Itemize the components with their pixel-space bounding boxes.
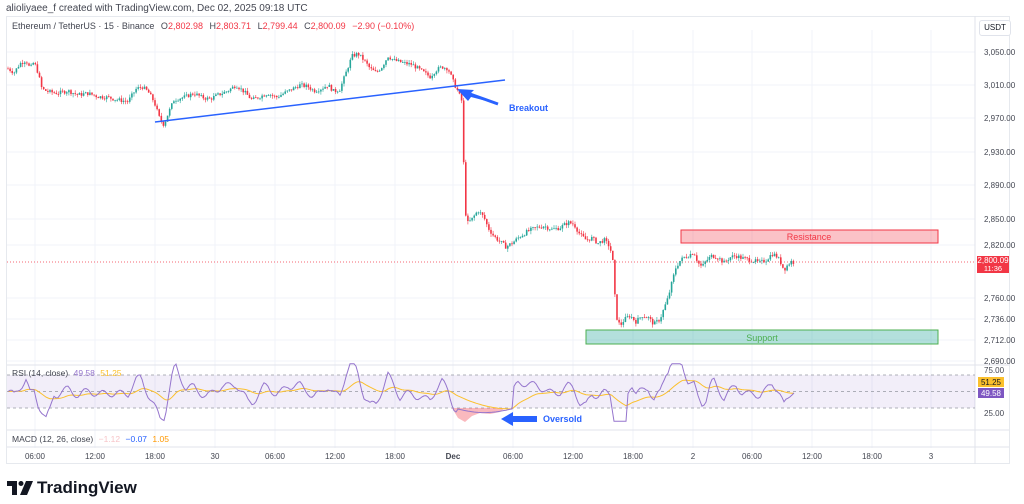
price-axis-label: 2,890.00	[984, 181, 1016, 190]
price-axis-label: 2,820.00	[984, 241, 1016, 250]
macd-signal-value: 1.05	[152, 434, 169, 444]
time-axis-label: 18:00	[623, 452, 644, 461]
time-axis-label: Dec	[446, 452, 461, 461]
rsi-value-tag-value: 49.58	[981, 389, 1002, 398]
rsi-axis-label: 25.00	[984, 409, 1005, 418]
resistance-zone[interactable]	[680, 229, 939, 244]
tradingview-logo[interactable]: TradingView	[7, 478, 137, 498]
high-label: H	[209, 21, 217, 31]
time-axis-label: 12:00	[325, 452, 346, 461]
time-axis-label: 18:00	[145, 452, 166, 461]
time-axis-label: 3	[929, 452, 934, 461]
open-label: O	[160, 21, 168, 31]
time-axis-label: 12:00	[85, 452, 106, 461]
tradingview-logo-text: TradingView	[37, 478, 137, 497]
close-label: C	[304, 21, 311, 31]
macd-legend: MACD (12, 26, close) −1.12 −0.07 1.05	[12, 434, 169, 444]
rsi-ma-tag-value: 51.25	[981, 378, 1002, 387]
attribution-text: alioliyaee_f created with TradingView.co…	[6, 3, 308, 14]
oversold-arrow-icon	[501, 412, 537, 426]
rsi-ma-value: 51.25	[100, 368, 122, 378]
bar-countdown: 11:36	[984, 264, 1002, 273]
chart-frame	[6, 16, 1010, 464]
time-axis-label: 06:00	[503, 452, 524, 461]
breakout-arrow-icon	[457, 89, 498, 104]
oversold-fill	[452, 408, 505, 422]
rsi-axis-label: 75.00	[984, 366, 1005, 375]
macd-label: MACD (12, 26, close)	[12, 434, 94, 444]
price-axis-label: 3,010.00	[984, 81, 1016, 90]
change-value: −2.90 (−0.10%)	[352, 21, 415, 31]
price-axis-label: 2,736.00	[984, 315, 1016, 324]
time-axis-label: 18:00	[862, 452, 883, 461]
high-value: 2,803.71	[216, 21, 252, 31]
symbol-title: Ethereum / TetherUS · 15 · Binance	[12, 21, 155, 31]
oversold-label: Oversold	[543, 414, 582, 424]
price-axis-label: 2,930.00	[984, 148, 1016, 157]
open-value: 2,802.98	[167, 21, 203, 31]
currency-button[interactable]: USDT	[979, 20, 1011, 36]
time-axis-label: 06:00	[742, 452, 763, 461]
breakout-label: Breakout	[509, 103, 548, 113]
tradingview-logo-icon	[7, 481, 33, 495]
low-value: 2,799.44	[262, 21, 298, 31]
macd-value: −0.07	[125, 434, 148, 444]
rsi-label: RSI (14, close)	[12, 368, 69, 378]
candles	[7, 51, 795, 328]
rsi-value-tag	[978, 388, 1004, 398]
time-axis-label: 18:00	[385, 452, 406, 461]
support-label: Support	[746, 333, 778, 343]
price-axis-label: 2,712.00	[984, 336, 1016, 345]
rsi-ma-line	[7, 379, 794, 410]
rsi-value: 49.58	[73, 368, 95, 378]
time-axis-label: 06:00	[265, 452, 286, 461]
rsi-legend: RSI (14, close) 49.58 51.25	[12, 368, 122, 378]
time-axis-label: 12:00	[563, 452, 584, 461]
macd-hist-value: −1.12	[98, 434, 121, 444]
price-axis-label: 2,760.00	[984, 294, 1016, 303]
support-zone[interactable]	[585, 329, 939, 345]
price-axis-label: 3,050.00	[984, 48, 1016, 57]
price-axis-label: 2,690.00	[984, 357, 1016, 366]
time-axis-label: 12:00	[802, 452, 823, 461]
low-label: L	[257, 21, 263, 31]
resistance-label: Resistance	[787, 232, 832, 242]
time-axis-label: 06:00	[25, 452, 46, 461]
trendline[interactable]	[154, 79, 506, 123]
current-price-tag	[977, 256, 1009, 273]
price-axis-label: 2,850.00	[984, 215, 1016, 224]
rsi-ma-tag	[978, 377, 1004, 387]
time-axis-label: 2	[691, 452, 696, 461]
rsi-line	[7, 363, 795, 422]
price-axis-label: 2,970.00	[984, 114, 1016, 123]
close-value: 2,800.09	[310, 21, 346, 31]
time-axis-label: 30	[211, 452, 220, 461]
symbol-legend: Ethereum / TetherUS · 15 · Binance O2,80…	[12, 21, 414, 31]
current-price-value: 2,800.09	[977, 256, 1009, 265]
